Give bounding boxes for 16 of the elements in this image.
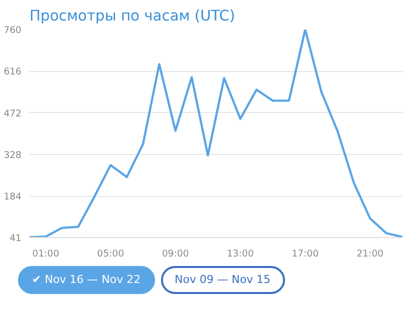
x-tick-label: 13:00 <box>226 248 254 260</box>
y-tick-label: 472 <box>4 108 22 120</box>
x-tick-label: 21:00 <box>356 248 384 260</box>
text: Nov 09 — Nov 15 <box>160 266 285 294</box>
line-series <box>30 30 402 238</box>
y-tick-label: 184 <box>4 192 22 203</box>
x-tick-label: 09:00 <box>162 248 189 260</box>
y-tick-label: 328 <box>4 150 22 161</box>
x-tick-label: 05:00 <box>97 248 124 260</box>
x-tick-label: 01:00 <box>32 248 60 260</box>
y-tick-label: 760 <box>4 25 22 36</box>
y-tick-label: 616 <box>4 66 22 78</box>
x-tick-label: 17:00 <box>292 248 319 260</box>
y-tick-label: 41 <box>10 233 22 244</box>
text: ✔ Nov 16 — Nov 22 <box>18 266 155 294</box>
chart-title: Просмотры по часам (UTC) <box>30 8 236 24</box>
